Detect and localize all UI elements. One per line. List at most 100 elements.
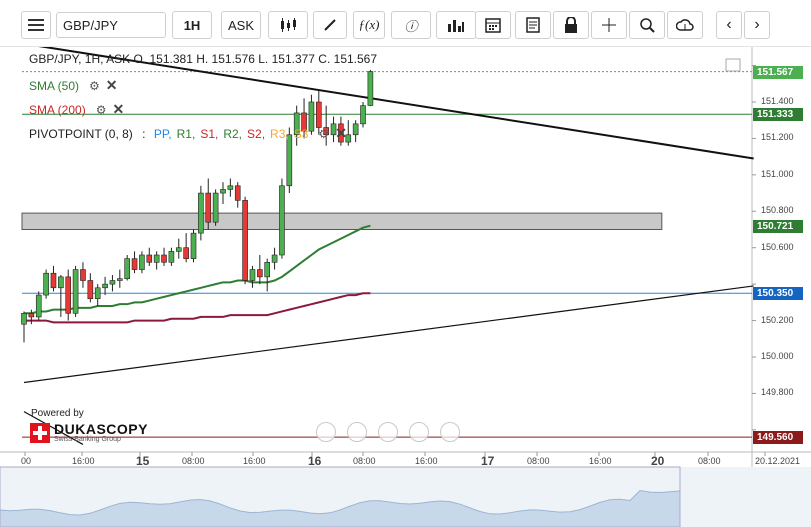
candles-icon[interactable] <box>268 11 308 39</box>
pivot-item: R2, <box>223 127 243 141</box>
candle <box>131 258 138 270</box>
gear-icon[interactable]: ⚙ <box>95 103 107 117</box>
candle <box>50 272 57 289</box>
x-tick-label: 16:00 <box>415 456 438 466</box>
calendar-icon[interactable] <box>475 11 511 39</box>
pivot-item: S1, <box>200 127 219 141</box>
x-tick-label: 08:00 <box>353 456 376 466</box>
candle <box>293 112 300 136</box>
hamburger-icon[interactable] <box>21 11 51 39</box>
sma200-line <box>24 292 371 324</box>
next-icon[interactable]: › <box>744 11 770 39</box>
timeframe-button[interactable]: 1H <box>172 11 212 39</box>
y-tick-label: 150.800 <box>761 205 794 216</box>
x-tick-label: 15 <box>136 454 150 468</box>
reset-view-icon[interactable] <box>378 422 398 442</box>
pivot-legend: PIVOTPOINT (0, 8) : PP, R1, S1, R2, S2, R3, S3… <box>29 125 347 142</box>
candle <box>271 254 278 263</box>
close-icon[interactable]: ✕ <box>335 125 347 141</box>
candle <box>234 185 241 201</box>
gear-icon[interactable]: ⚙ <box>89 79 100 93</box>
expand-icon[interactable] <box>725 58 741 72</box>
candle <box>153 254 160 263</box>
candle <box>301 112 307 132</box>
y-tick-label: 151.200 <box>761 132 794 143</box>
candle <box>80 269 86 281</box>
sma200-label: SMA (200) <box>29 103 86 117</box>
price-tag: 149.560 <box>753 431 803 445</box>
pivot-items: PP, R1, S1, R2, S2, R3, S3 <box>149 127 309 141</box>
candle <box>28 312 35 318</box>
zoom-in-icon[interactable] <box>409 422 429 442</box>
close-icon[interactable]: ✕ <box>112 101 125 117</box>
info-icon[interactable]: ⓘ <box>391 11 431 39</box>
candle <box>117 278 123 281</box>
candle <box>94 287 101 300</box>
report-icon[interactable] <box>515 11 551 39</box>
candle <box>352 123 359 136</box>
candle <box>257 269 263 278</box>
navigator-series <box>0 489 681 527</box>
zoom-icon[interactable] <box>629 11 665 39</box>
symbol-input[interactable] <box>56 12 166 38</box>
candle <box>330 123 337 136</box>
prev-icon[interactable]: ‹ <box>716 11 742 39</box>
pivot-label: PIVOTPOINT (0, 8) <box>29 127 133 141</box>
price-type-button[interactable]: ASK <box>221 11 261 39</box>
gear-icon[interactable]: ⚙ <box>318 127 330 141</box>
y-tick-label: 151.000 <box>761 168 794 179</box>
trend-line <box>38 47 754 160</box>
function-icon[interactable]: ƒ(x) <box>353 11 385 39</box>
close-icon[interactable]: ✕ <box>105 77 118 93</box>
candle <box>109 280 116 285</box>
zoom-out-icon[interactable] <box>347 422 367 442</box>
y-tick-label: 150.600 <box>761 241 794 252</box>
candle <box>198 192 204 234</box>
cloud-upload-icon[interactable] <box>667 11 703 39</box>
crosshair-icon[interactable] <box>591 11 627 39</box>
candle <box>323 127 329 136</box>
powered-by: Powered by <box>31 408 84 419</box>
candle <box>220 189 226 194</box>
candle <box>367 71 374 106</box>
candle <box>338 123 344 143</box>
y-tick-label: 150.000 <box>761 351 794 361</box>
pivot-item: PP, <box>153 127 172 141</box>
candle <box>315 101 322 128</box>
toolbar: 1H ASK ƒ(x) ⓘ ‹ › <box>0 0 811 47</box>
navigator-window <box>0 466 681 527</box>
price-tag: 150.350 <box>753 287 803 301</box>
support-zone <box>21 212 663 231</box>
candle <box>308 101 315 132</box>
trend-line <box>23 411 84 445</box>
x-tick-label: 08:00 <box>182 456 205 466</box>
pivot-item: S3 <box>293 127 309 141</box>
price-tag: 151.567 <box>753 65 803 79</box>
draw-icon[interactable] <box>313 11 347 39</box>
y-tick-label: 151.400 <box>761 96 794 106</box>
candle <box>286 134 293 187</box>
candle <box>242 200 248 281</box>
scroll-left-icon[interactable] <box>316 422 336 442</box>
candle <box>175 247 182 252</box>
lock-icon[interactable] <box>553 11 589 39</box>
candle <box>65 276 72 314</box>
candle <box>190 232 197 259</box>
sma50-line <box>24 224 371 315</box>
candle <box>345 134 352 143</box>
sma50-legend: SMA (50) ⚙ ✕ <box>29 77 118 94</box>
candle <box>212 192 219 223</box>
candle <box>360 105 366 125</box>
pivot-item: R1, <box>176 127 196 141</box>
price-tag: 150.721 <box>753 219 803 233</box>
x-tick-label: 16 <box>308 454 322 468</box>
x-tick-label: 16:00 <box>72 456 95 466</box>
x-tick-label: 20 <box>651 454 665 468</box>
ohlc-legend: GBP/JPY, 1H, ASK O. 151.381 H. 151.576 L… <box>29 52 378 66</box>
price-chart[interactable] <box>0 47 811 527</box>
volume-icon[interactable] <box>436 11 476 39</box>
candle <box>279 185 285 256</box>
scroll-right-icon[interactable] <box>440 422 460 442</box>
candle <box>35 294 42 318</box>
candle <box>146 254 153 263</box>
